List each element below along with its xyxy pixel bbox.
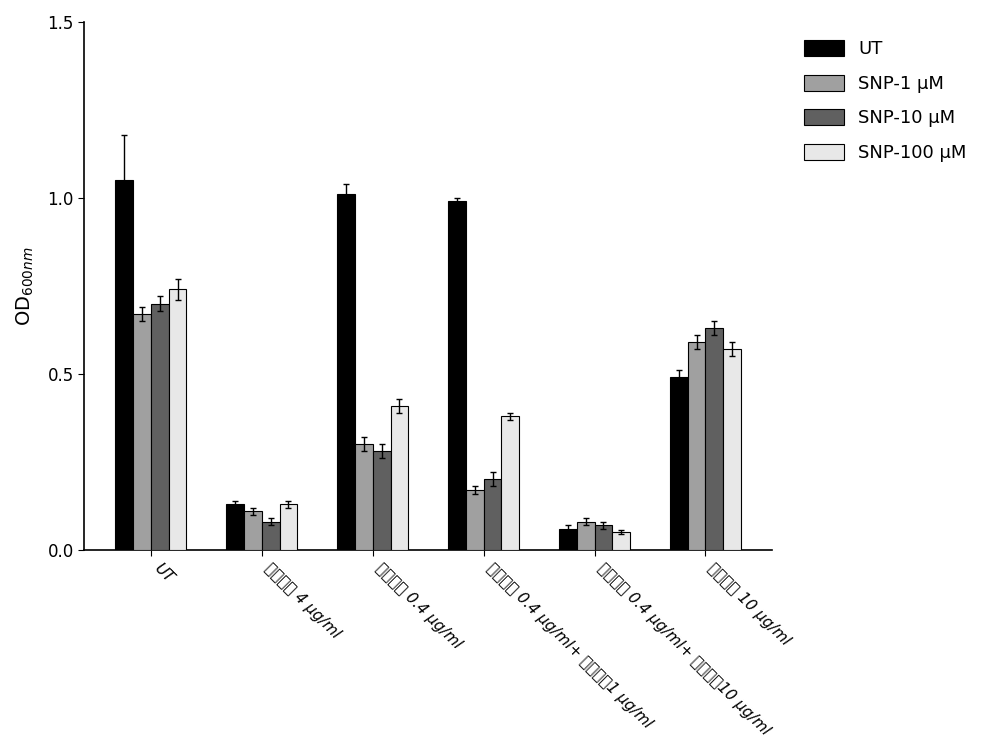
Bar (501, 416, 519, 550)
Bar (337, 194, 355, 550)
Bar (115, 181, 133, 550)
Bar (133, 314, 151, 550)
Bar (355, 444, 373, 550)
Bar (373, 451, 391, 550)
Bar (448, 202, 466, 550)
Bar (280, 504, 297, 550)
Bar (169, 289, 186, 550)
Bar (244, 511, 262, 550)
Bar (612, 532, 630, 550)
Bar (466, 490, 484, 550)
Y-axis label: OD$_{600nm}$: OD$_{600nm}$ (15, 246, 36, 326)
Bar (559, 529, 577, 550)
Bar (688, 342, 705, 550)
Bar (723, 349, 741, 550)
Legend: UT, SNP-1 μM, SNP-10 μM, SNP-100 μM: UT, SNP-1 μM, SNP-10 μM, SNP-100 μM (795, 31, 976, 171)
Bar (705, 328, 723, 550)
Bar (262, 522, 280, 550)
Bar (670, 377, 688, 550)
Bar (595, 525, 612, 550)
Bar (151, 303, 169, 550)
Bar (391, 406, 408, 550)
Bar (226, 504, 244, 550)
Bar (577, 522, 595, 550)
Bar (484, 480, 501, 550)
